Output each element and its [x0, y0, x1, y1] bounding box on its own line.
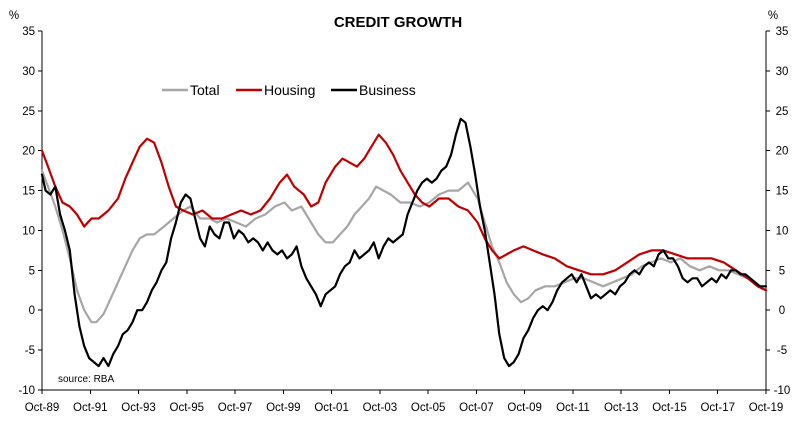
- left-y-tick-label: 20: [22, 146, 35, 158]
- legend-label-business: Business: [359, 82, 416, 98]
- x-tick-label: Oct-95: [170, 402, 205, 414]
- left-y-tick-label: 10: [22, 225, 35, 237]
- left-y-tick-label: 30: [22, 66, 35, 78]
- x-tick-label: Oct-89: [25, 402, 60, 414]
- left-y-tick-label: -5: [25, 345, 35, 357]
- right-y-tick-label: -5: [777, 345, 787, 357]
- left-y-tick-label: 35: [22, 26, 35, 38]
- x-tick-label: Oct-97: [218, 402, 253, 414]
- x-tick-label: Oct-07: [459, 402, 494, 414]
- x-tick-label: Oct-01: [314, 402, 349, 414]
- x-tick-label: Oct-93: [121, 402, 156, 414]
- x-tick-label: Oct-05: [411, 402, 446, 414]
- right-y-axis-ticks: -10 -5 0 5 10 15 20 25 30 35: [766, 26, 790, 397]
- right-y-tick-label: 35: [776, 26, 789, 38]
- x-tick-label: Oct-99: [266, 402, 301, 414]
- legend: Total Housing Business: [162, 82, 416, 98]
- left-y-axis-ticks: -10 -5 0 5 10 15 20 25 30 35: [18, 26, 42, 397]
- right-y-tick-label: 5: [779, 265, 785, 277]
- x-tick-label: Oct-11: [556, 402, 590, 414]
- x-tick-label: Oct-13: [604, 402, 639, 414]
- axes: [41, 31, 767, 391]
- right-y-tick-label: 30: [776, 66, 789, 78]
- series-line-total: [40, 169, 768, 324]
- chart-title: CREDIT GROWTH: [334, 14, 462, 31]
- right-y-tick-label: 25: [776, 106, 789, 118]
- right-y-tick-label: 0: [779, 305, 785, 317]
- x-tick-label: Oct-15: [652, 402, 687, 414]
- left-y-tick-label: 5: [29, 265, 35, 277]
- source-note: source: RBA: [58, 374, 114, 385]
- x-tick-label: Oct-09: [507, 402, 542, 414]
- series-lines: [40, 117, 768, 368]
- left-y-tick-label: 25: [22, 106, 35, 118]
- legend-label-housing: Housing: [264, 82, 315, 98]
- x-tick-label: Oct-17: [700, 402, 735, 414]
- series-line-housing: [40, 133, 768, 292]
- right-y-tick-label: 10: [776, 225, 789, 237]
- left-y-tick-label: -10: [18, 385, 35, 397]
- legend-label-total: Total: [190, 82, 220, 98]
- right-y-tick-label: 15: [776, 186, 789, 198]
- x-tick-label: Oct-19: [749, 402, 784, 414]
- right-y-tick-label: 20: [776, 146, 789, 158]
- left-y-tick-label: 0: [29, 305, 35, 317]
- x-tick-label: Oct-91: [73, 402, 108, 414]
- series-line-business: [40, 117, 768, 368]
- x-axis-ticks: Oct-89 Oct-91 Oct-93 Oct-95 Oct-97 Oct-99 Oct-…: [25, 390, 784, 414]
- right-y-tick-label: -10: [774, 385, 791, 397]
- right-axis-unit: %: [768, 10, 778, 22]
- left-axis-unit: %: [9, 10, 19, 22]
- left-y-tick-label: 15: [22, 186, 35, 198]
- x-tick-label: Oct-03: [363, 402, 398, 414]
